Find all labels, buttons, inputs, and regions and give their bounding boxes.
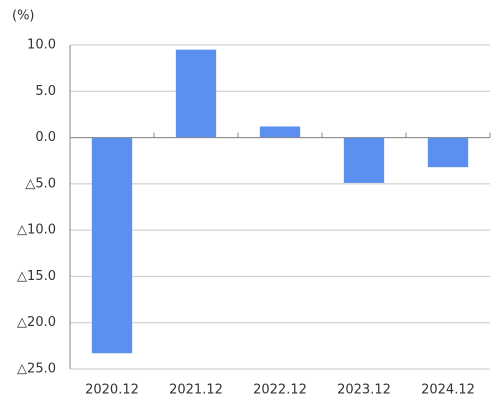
bar xyxy=(91,137,133,354)
y-tick-label: 10.0 xyxy=(27,38,56,53)
y-tick-label: △15.0 xyxy=(17,269,56,284)
x-tick-label: 2023.12 xyxy=(337,383,391,398)
x-tick-label: 2021.12 xyxy=(169,383,223,398)
y-tick-label: △20.0 xyxy=(17,315,56,330)
bar xyxy=(175,49,217,138)
y-tick-label: 0.0 xyxy=(35,130,56,145)
y-tick-label: △10.0 xyxy=(17,223,56,238)
y-tick-label: △25.0 xyxy=(17,362,56,377)
y-unit-label: (%) xyxy=(12,9,35,24)
bar xyxy=(259,126,301,138)
x-tick-label: 2022.12 xyxy=(253,383,307,398)
x-tick-label: 2020.12 xyxy=(85,383,139,398)
x-tick-label: 2024.12 xyxy=(421,383,475,398)
y-tick-label: △5.0 xyxy=(25,176,56,191)
bar xyxy=(427,137,469,168)
bar xyxy=(343,137,385,183)
y-tick-label: 5.0 xyxy=(35,84,56,99)
